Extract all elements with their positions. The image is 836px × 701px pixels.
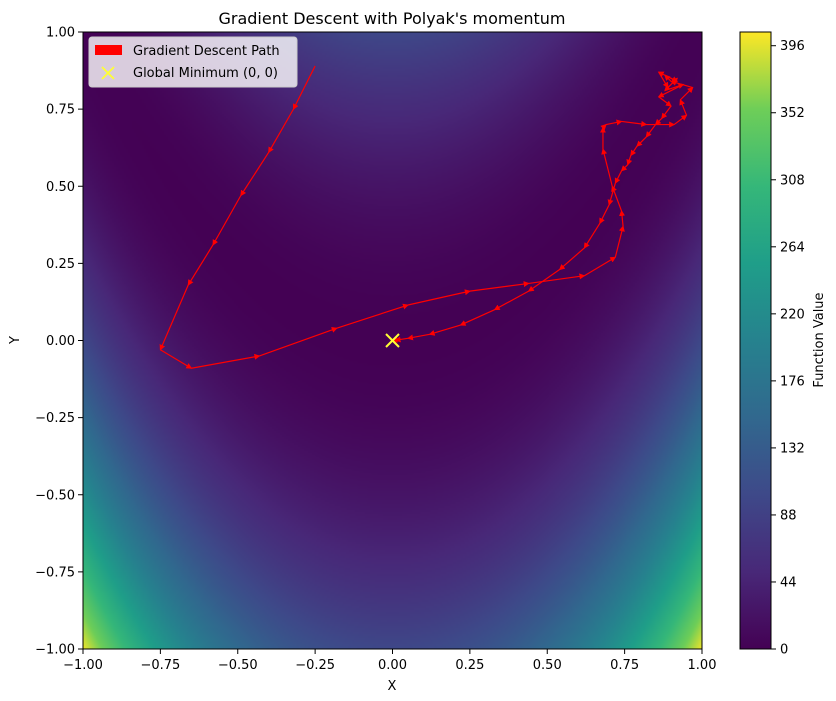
x-tick-label: −0.25 xyxy=(295,658,335,673)
path-segment xyxy=(630,145,638,157)
path-segment xyxy=(621,120,648,127)
path-segment xyxy=(527,269,560,292)
x-tick-label: 0.75 xyxy=(610,658,639,673)
colorbar-tick-label: 352 xyxy=(780,106,805,121)
path-segment xyxy=(259,327,338,357)
path-segment xyxy=(664,77,678,92)
legend-path-label: Gradient Descent Path xyxy=(133,44,280,59)
path-segment xyxy=(645,124,657,138)
path-segment xyxy=(657,83,684,98)
x-tick-label: 1.00 xyxy=(688,658,717,673)
legend-path-swatch xyxy=(95,45,122,55)
path-segment xyxy=(187,244,214,286)
y-tick-label: 0.25 xyxy=(46,257,75,272)
y-axis: −1.00 −0.75 −0.50 −0.25 0.00 0.25 0.50 0.75 1.00 xyxy=(35,26,83,658)
y-tick-label: 0.75 xyxy=(46,103,75,118)
path-segment xyxy=(212,195,242,246)
path-segment xyxy=(558,247,585,271)
path-segment xyxy=(673,114,688,126)
y-tick-label: −0.75 xyxy=(35,565,75,580)
path-segment xyxy=(658,71,669,89)
x-tick-label: 0.00 xyxy=(378,658,407,673)
colorbar-tick-label: 396 xyxy=(780,39,805,54)
y-tick-label: −0.25 xyxy=(35,411,75,426)
path-segment xyxy=(528,273,586,285)
path-segment xyxy=(607,182,616,206)
path-segment xyxy=(658,96,672,107)
path-segment xyxy=(600,123,607,131)
path-segment xyxy=(583,222,601,249)
path-segment xyxy=(614,170,623,185)
legend-box xyxy=(88,36,298,88)
colorbar-tick-label: 0 xyxy=(780,643,788,658)
path-segment xyxy=(626,155,633,166)
colorbar-tick-label: 308 xyxy=(780,173,805,188)
path-segment xyxy=(679,86,694,101)
path-segment xyxy=(160,349,193,369)
path-segment xyxy=(601,148,613,187)
colorbar-tick-label: 220 xyxy=(780,307,805,322)
path-segment xyxy=(605,119,623,126)
minimum-marker-stroke xyxy=(385,333,400,348)
path-segment xyxy=(620,164,629,172)
path-segment xyxy=(469,281,530,292)
y-tick-label: −1.00 xyxy=(35,643,75,658)
legend-minimum-label: Global Minimum (0, 0) xyxy=(133,66,278,81)
y-tick-label: 0.50 xyxy=(46,180,75,195)
path-segment xyxy=(292,65,316,111)
path-segment xyxy=(679,98,688,116)
colorbar-label: Function Value xyxy=(812,292,827,387)
global-minimum-marker xyxy=(385,333,400,348)
x-axis-label: X xyxy=(388,679,397,694)
y-axis-label: Y xyxy=(8,336,23,345)
path-segment xyxy=(599,204,610,225)
path-segment xyxy=(191,353,261,369)
path-segment xyxy=(159,284,189,351)
y-tick-label: 1.00 xyxy=(46,26,75,41)
path-segment xyxy=(406,333,430,341)
path-segment xyxy=(654,117,663,126)
path-segment xyxy=(240,151,270,197)
x-axis: −1.00 −0.75 −0.50 −0.25 0.00 0.25 0.50 0.75 1.00 xyxy=(63,649,716,673)
path-segment xyxy=(336,303,409,329)
legend: Gradient Descent Path Global Minimum (0,… xyxy=(88,36,298,88)
colorbar-tick-label: 88 xyxy=(780,508,797,523)
x-tick-label: −0.50 xyxy=(218,658,258,673)
legend-minimum-swatch xyxy=(101,66,115,80)
y-tick-label: −0.50 xyxy=(35,488,75,503)
x-tick-label: 0.50 xyxy=(533,658,562,673)
path-segment xyxy=(407,289,471,306)
path-segment xyxy=(493,290,529,311)
colorbar-ticks: 0 44 88 132 176 220 264 308 352 396 xyxy=(771,39,805,658)
path-segment xyxy=(614,225,625,258)
x-tick-label: −1.00 xyxy=(63,658,103,673)
path-segment xyxy=(584,256,617,277)
colorbar-tick-label: 44 xyxy=(780,575,797,590)
colorbar-gradient xyxy=(739,31,772,650)
colorbar xyxy=(739,31,772,650)
y-tick-label: 0.00 xyxy=(46,334,75,349)
x-tick-label: 0.25 xyxy=(455,658,484,673)
colorbar-tick-label: 264 xyxy=(780,240,805,255)
path-segment xyxy=(428,324,461,336)
path-segment xyxy=(268,108,294,154)
chart-title: Gradient Descent with Polyak's momentum xyxy=(218,9,565,28)
gradient-descent-path xyxy=(159,65,694,369)
colorbar-tick-label: 176 xyxy=(780,374,805,389)
path-segment xyxy=(661,105,672,120)
colorbar-tick-label: 132 xyxy=(780,441,805,456)
path-segment xyxy=(619,209,626,227)
path-segment xyxy=(459,309,495,326)
path-segment xyxy=(636,136,647,147)
x-tick-label: −0.75 xyxy=(140,658,180,673)
